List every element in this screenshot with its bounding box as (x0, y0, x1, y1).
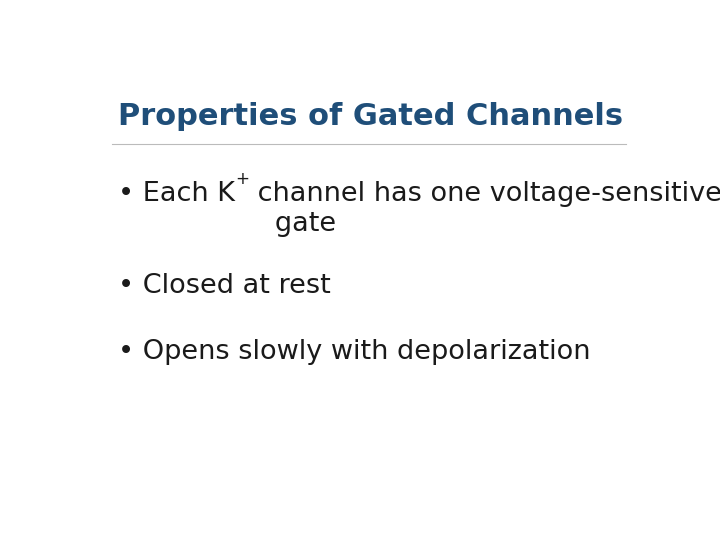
Text: • Closed at rest: • Closed at rest (118, 273, 330, 299)
Text: Properties of Gated Channels: Properties of Gated Channels (118, 102, 623, 131)
Text: • Opens slowly with depolarization: • Opens slowly with depolarization (118, 339, 590, 365)
Text: +: + (235, 170, 249, 187)
Text: channel has one voltage-sensitive
   gate: channel has one voltage-sensitive gate (249, 181, 720, 237)
Text: • Each K: • Each K (118, 181, 235, 207)
